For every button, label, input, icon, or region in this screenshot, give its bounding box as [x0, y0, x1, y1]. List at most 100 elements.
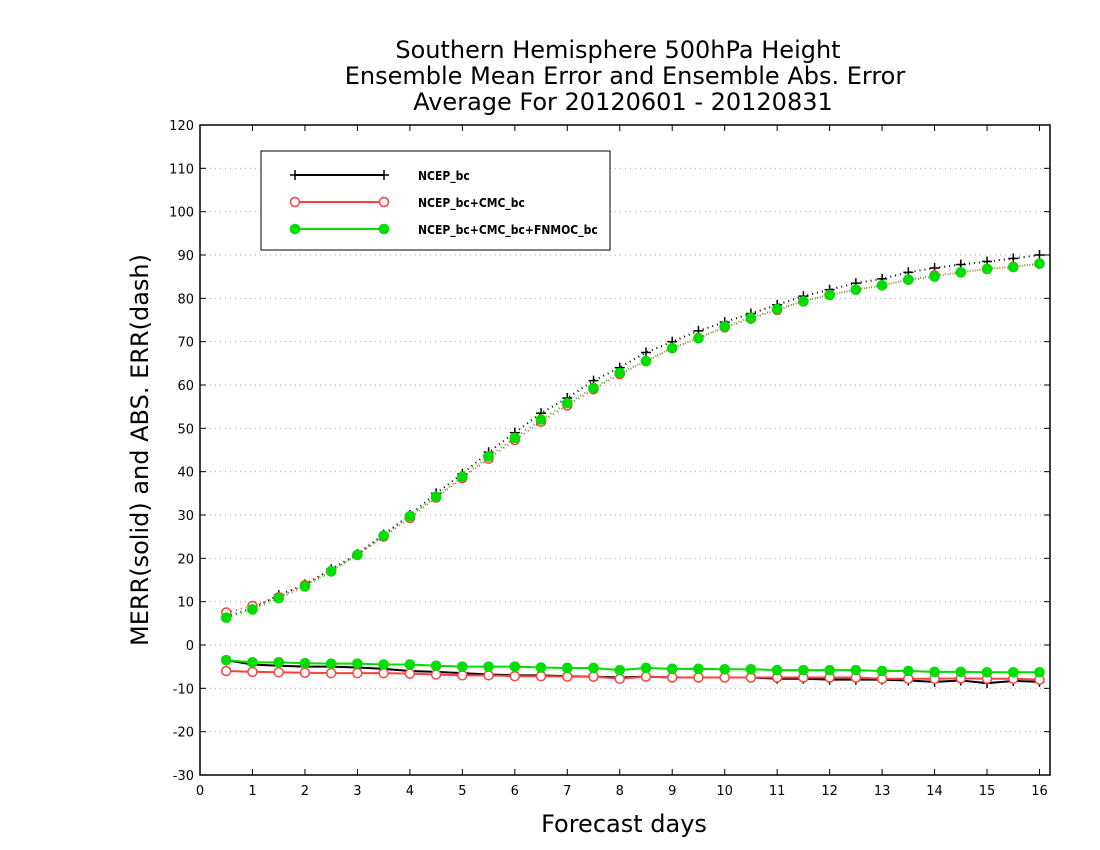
abs-error-point [220, 612, 232, 624]
y-tick-label: 80 [177, 292, 194, 307]
y-axis-label: MERR(solid) and ABS. ERR(dash) [126, 254, 154, 646]
abs-error-point [1007, 261, 1019, 273]
mean-error-point [1034, 667, 1045, 678]
x-tick-label: 7 [563, 784, 571, 799]
x-tick-label: 15 [979, 784, 996, 799]
x-tick-label: 13 [874, 784, 891, 799]
mean-error-point [273, 657, 285, 668]
mean-error-point [876, 665, 888, 677]
abs-error-point [981, 263, 993, 275]
mean-error-point [404, 659, 416, 670]
y-tick-label: -10 [173, 682, 194, 697]
x-tick-label: 8 [616, 784, 624, 799]
x-tick-label: 3 [353, 784, 361, 799]
mean-error-point [299, 657, 311, 669]
chart-title-line-3: Average For 20120601 - 20120831 [413, 88, 833, 116]
mean-error-point [955, 666, 967, 678]
legend-marker [289, 196, 301, 208]
y-axis: -30 -20 -10 0 10 20 30 40 50 60 70 80 90 100 110 120 [169, 119, 1050, 784]
y-tick-label: 100 [169, 206, 194, 221]
mean-error-point [981, 667, 993, 678]
mean-error-point [325, 658, 337, 669]
chart-title-line-1: Southern Hemisphere 500hPa Height [395, 36, 840, 64]
mean-error-point [666, 672, 678, 683]
legend-label: NCEP_bc+CMC_bc+FNMOC_bc [418, 223, 598, 238]
x-tick-label: 2 [301, 784, 309, 799]
mean-error-point [693, 672, 704, 683]
abs-error-point [666, 342, 678, 354]
legend-entry: NCEP_bc+CMC_bc [289, 196, 525, 211]
x-tick-label: 10 [716, 784, 733, 799]
x-tick-label: 16 [1031, 784, 1048, 799]
legend-marker [290, 170, 300, 180]
mean-error-point [903, 665, 914, 677]
abs-error-point [535, 414, 547, 425]
abs-error-point [588, 382, 599, 394]
legend-label: NCEP_bc+CMC_bc [418, 196, 525, 211]
abs-error-point [1034, 250, 1045, 260]
legend-box [260, 150, 611, 251]
abs-error-point [483, 451, 494, 462]
mean-error-point [247, 657, 258, 668]
abs-error-line [225, 262, 1040, 619]
mean-error-point [745, 663, 757, 675]
mean-error-point [719, 663, 730, 675]
mean-error-point [509, 661, 521, 672]
y-tick-label: 40 [177, 466, 194, 481]
abs-error-point [824, 289, 835, 301]
chart-title: Southern Hemisphere 500hPa Height Ensemb… [345, 36, 906, 116]
mean-error-point [299, 667, 311, 678]
mean-error-point [693, 663, 704, 675]
legend-entry: NCEP_bc [290, 169, 470, 184]
y-tick-label: -20 [173, 726, 194, 741]
x-tick-label: 4 [406, 784, 414, 799]
mean-error-point [535, 670, 547, 682]
mean-error-point [220, 665, 232, 677]
mean-error-point [666, 663, 678, 675]
mean-error-point [273, 667, 284, 678]
mean-error-point [352, 667, 363, 679]
x-tick-label: 0 [196, 784, 204, 799]
abs-error-point [719, 321, 730, 332]
mean-error-point [614, 664, 626, 676]
mean-error-point [509, 670, 521, 682]
abs-error-point [693, 332, 704, 344]
abs-error-point [876, 280, 888, 291]
mean-error-point [430, 660, 442, 672]
x-tick-label: 6 [511, 784, 519, 799]
mean-error-point [220, 654, 232, 666]
series-3 [220, 258, 1045, 678]
chart-title-line-2: Ensemble Mean Error and Ensemble Abs. Er… [345, 62, 906, 90]
mean-error-point [404, 668, 416, 679]
abs-error-point [247, 604, 258, 615]
y-tick-label: -30 [173, 769, 194, 784]
legend-label: NCEP_bc [418, 169, 470, 184]
abs-error-point [903, 274, 914, 286]
legend-marker [378, 196, 390, 208]
mean-error-point [352, 658, 363, 669]
mean-error-point [798, 664, 809, 676]
abs-error-point [509, 432, 521, 444]
abs-error-point [352, 549, 363, 561]
mean-error-point [430, 669, 442, 680]
abs-error-point [798, 296, 809, 307]
abs-error-point [430, 491, 442, 503]
abs-error-point [640, 347, 651, 358]
abs-error-point [404, 511, 416, 522]
mean-error-point [325, 667, 337, 679]
mean-error-point [247, 666, 258, 678]
legend-marker [378, 223, 390, 235]
y-tick-label: 110 [169, 162, 194, 177]
legend: NCEP_bc NCEP_bc+CMC_bc NCEP_bc+CMC_bc+FNMO… [260, 150, 611, 251]
mean-error-point [640, 662, 652, 674]
x-tick-label: 11 [769, 784, 786, 799]
mean-error-point [1007, 667, 1019, 678]
mean-error-point [588, 671, 599, 682]
x-axis: 0 1 2 3 4 5 6 7 8 9 10 11 12 13 14 15 16 [196, 125, 1048, 799]
mean-error-point [850, 664, 862, 676]
abs-error-point [640, 355, 652, 367]
abs-error-point [561, 397, 573, 409]
legend-entry: NCEP_bc+CMC_bc+FNMOC_bc [289, 223, 598, 238]
abs-error-point [378, 530, 389, 542]
